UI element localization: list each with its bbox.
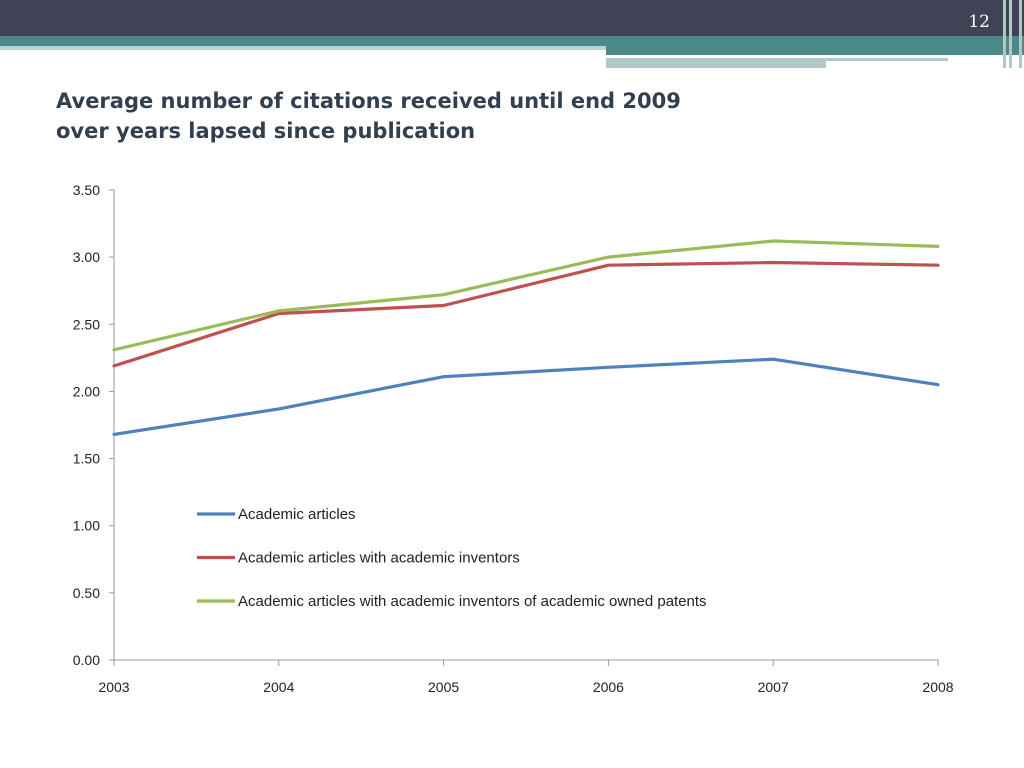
y-tick-label: 0.00: [73, 652, 100, 668]
y-tick-label: 1.50: [73, 451, 100, 467]
series-line-3: [112, 239, 940, 352]
y-tick-label: 0.50: [73, 585, 100, 601]
y-tick-label: 2.50: [73, 316, 100, 332]
accent-vertical-line: [1009, 0, 1012, 68]
accent-vertical-line: [1019, 0, 1022, 68]
x-tick-label: 2008: [922, 679, 953, 695]
x-tick-label: 2003: [98, 679, 129, 695]
x-tick-label: 2005: [428, 679, 459, 695]
y-tick-label: 1.00: [73, 518, 100, 534]
slide-title-line-2: over years lapsed since publication: [56, 119, 476, 143]
slide-title: Average number of citations received unt…: [56, 86, 856, 146]
series-line-2: [112, 260, 940, 368]
legend-label-2: Academic articles with academic inventor…: [238, 550, 520, 567]
accent-strip: [606, 58, 826, 68]
x-tick-label: 2006: [593, 679, 624, 695]
y-tick-label: 2.00: [73, 383, 100, 399]
accent-band: [0, 36, 1024, 46]
y-tick-label: 3.00: [73, 249, 100, 265]
legend-label-1: Academic articles: [238, 506, 356, 523]
accent-strip-thin: [826, 58, 948, 61]
page-number: 12: [968, 12, 990, 32]
legend-label-3: Academic articles with academic inventor…: [238, 593, 707, 610]
header-bar: [0, 0, 1024, 36]
accent-band-light: [0, 46, 606, 50]
slide-title-line-1: Average number of citations received unt…: [56, 89, 681, 113]
series-line-1: [112, 357, 940, 436]
x-tick-label: 2004: [263, 679, 294, 695]
accent-vertical-line: [1003, 0, 1006, 68]
x-tick-label: 2007: [758, 679, 789, 695]
y-tick-label: 3.50: [73, 182, 100, 198]
accent-band-right: [606, 46, 1024, 55]
